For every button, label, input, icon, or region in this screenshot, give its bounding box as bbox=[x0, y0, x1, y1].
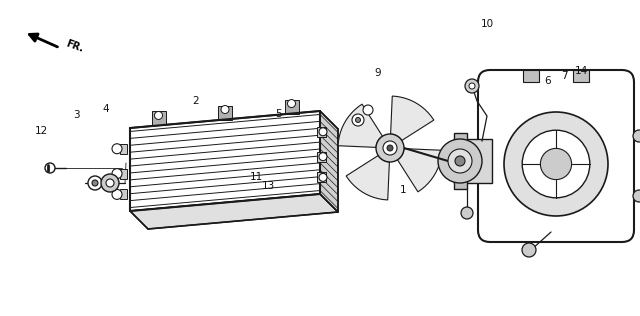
Circle shape bbox=[504, 112, 608, 216]
Polygon shape bbox=[152, 112, 166, 125]
Text: 9: 9 bbox=[374, 68, 381, 78]
Text: 14: 14 bbox=[575, 66, 588, 76]
Text: 6: 6 bbox=[544, 76, 550, 86]
Polygon shape bbox=[120, 144, 127, 154]
Polygon shape bbox=[454, 139, 492, 183]
Polygon shape bbox=[573, 70, 589, 82]
Circle shape bbox=[363, 105, 373, 115]
Text: 3: 3 bbox=[74, 110, 80, 120]
Circle shape bbox=[221, 106, 229, 113]
Polygon shape bbox=[338, 104, 383, 147]
Circle shape bbox=[319, 128, 327, 136]
Text: 13: 13 bbox=[262, 181, 275, 191]
Circle shape bbox=[319, 153, 327, 161]
FancyBboxPatch shape bbox=[478, 70, 634, 242]
Polygon shape bbox=[120, 189, 127, 199]
Text: 4: 4 bbox=[102, 104, 109, 114]
Polygon shape bbox=[320, 111, 338, 212]
Circle shape bbox=[522, 130, 590, 198]
Polygon shape bbox=[130, 194, 338, 229]
Circle shape bbox=[465, 79, 479, 93]
Polygon shape bbox=[285, 100, 298, 113]
Circle shape bbox=[355, 118, 360, 123]
Text: 1: 1 bbox=[400, 185, 406, 195]
Circle shape bbox=[448, 149, 472, 173]
Circle shape bbox=[101, 174, 119, 192]
Polygon shape bbox=[397, 149, 442, 192]
Text: 10: 10 bbox=[481, 19, 494, 29]
Circle shape bbox=[88, 176, 102, 190]
Text: 2: 2 bbox=[192, 96, 198, 106]
Polygon shape bbox=[218, 106, 232, 119]
Circle shape bbox=[92, 180, 98, 186]
Circle shape bbox=[112, 144, 122, 154]
Circle shape bbox=[352, 114, 364, 126]
Circle shape bbox=[112, 189, 122, 199]
Circle shape bbox=[45, 163, 55, 173]
Circle shape bbox=[287, 100, 296, 107]
Text: 5: 5 bbox=[275, 109, 282, 119]
Polygon shape bbox=[317, 173, 326, 182]
Circle shape bbox=[522, 243, 536, 257]
Polygon shape bbox=[130, 111, 320, 211]
Circle shape bbox=[112, 169, 122, 179]
Circle shape bbox=[383, 141, 397, 155]
Circle shape bbox=[461, 207, 473, 219]
Circle shape bbox=[633, 130, 640, 142]
Circle shape bbox=[633, 190, 640, 202]
Circle shape bbox=[106, 179, 114, 187]
Circle shape bbox=[376, 134, 404, 162]
Polygon shape bbox=[317, 127, 326, 137]
Circle shape bbox=[438, 139, 482, 183]
Polygon shape bbox=[120, 169, 127, 179]
Circle shape bbox=[540, 149, 572, 179]
Polygon shape bbox=[523, 70, 539, 82]
Polygon shape bbox=[317, 152, 326, 162]
Circle shape bbox=[469, 83, 475, 89]
Polygon shape bbox=[346, 155, 389, 200]
Text: 12: 12 bbox=[35, 126, 48, 136]
Text: 8: 8 bbox=[573, 150, 579, 160]
Text: 11: 11 bbox=[250, 172, 262, 182]
Circle shape bbox=[154, 112, 163, 119]
Circle shape bbox=[387, 145, 393, 151]
Polygon shape bbox=[390, 96, 434, 141]
Text: 7: 7 bbox=[561, 71, 568, 81]
Circle shape bbox=[319, 173, 327, 181]
Text: FR.: FR. bbox=[64, 38, 84, 54]
Polygon shape bbox=[454, 133, 467, 189]
Circle shape bbox=[455, 156, 465, 166]
